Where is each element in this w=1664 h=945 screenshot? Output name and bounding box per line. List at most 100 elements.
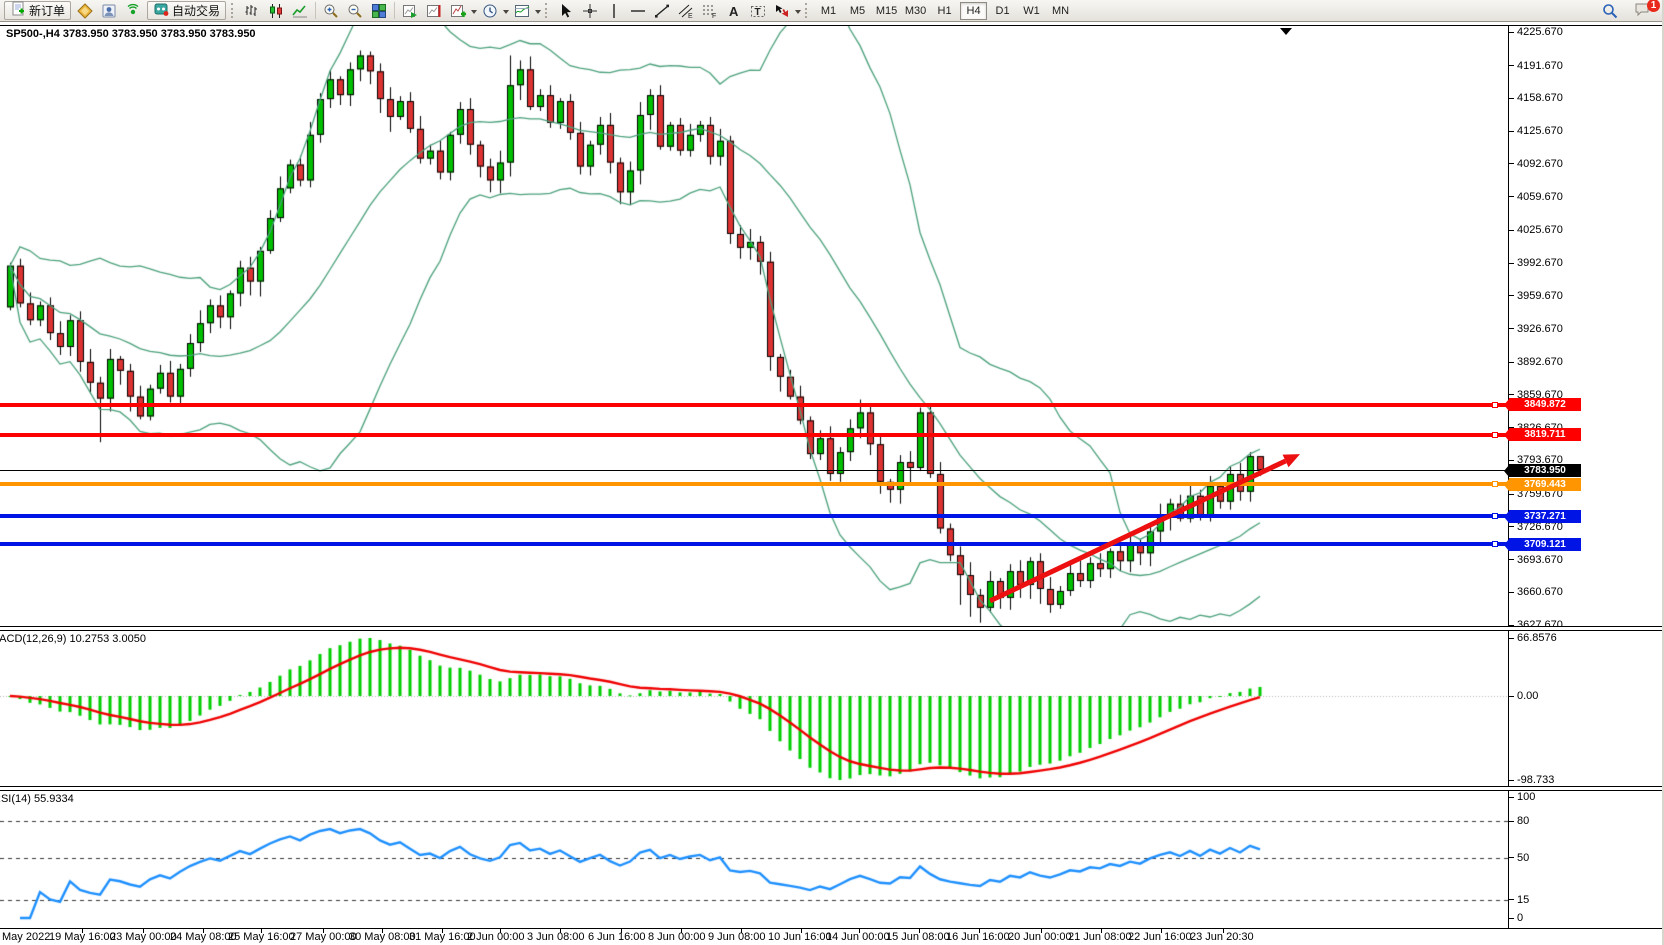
- time-tick: [681, 929, 682, 933]
- bar-chart-icon[interactable]: [240, 1, 264, 21]
- price-tick: 15: [1509, 894, 1529, 906]
- time-tick: [442, 929, 443, 933]
- price-tick: 3859.670: [1509, 389, 1563, 401]
- tile-windows-icon[interactable]: [367, 1, 391, 21]
- notification-badge: 1: [1647, 0, 1660, 12]
- timeframe-m15[interactable]: M15: [875, 4, 898, 17]
- time-tick-label: 16 Jun 16:00: [946, 931, 1010, 943]
- search-icon[interactable]: [1598, 1, 1622, 21]
- support-resistance-line[interactable]: [0, 482, 1508, 486]
- line-handle[interactable]: [1492, 541, 1498, 547]
- zoom-out-icon[interactable]: [343, 1, 367, 21]
- line-handle[interactable]: [1492, 513, 1498, 519]
- pane-separator-macd[interactable]: [0, 626, 1664, 631]
- price-tick: 3726.670: [1509, 521, 1563, 533]
- horizontal-line-icon[interactable]: [626, 1, 650, 21]
- time-tick: [621, 929, 622, 933]
- window-edge: [1662, 0, 1664, 945]
- template-icon[interactable]: [510, 1, 534, 21]
- dropdown-caret[interactable]: [795, 9, 802, 17]
- svg-text:E: E: [688, 13, 693, 19]
- rsi-pane[interactable]: [0, 791, 1508, 928]
- support-resistance-line[interactable]: [0, 542, 1508, 546]
- new-chart-icon[interactable]: [398, 1, 422, 21]
- indicators-icon[interactable]: [446, 1, 470, 21]
- line-handle[interactable]: [1492, 481, 1498, 487]
- time-tick: [859, 929, 860, 933]
- time-tick-label: 24 May 08:00: [170, 931, 237, 943]
- timeframe-h4[interactable]: H4: [960, 1, 988, 20]
- timeframe-w1[interactable]: W1: [1023, 4, 1040, 17]
- zoom-in-icon[interactable]: [319, 1, 343, 21]
- timeframe-m1[interactable]: M1: [820, 4, 837, 17]
- macd-indicator-label: MACD(12,26,9) 10.2753 3.0050: [0, 633, 146, 645]
- time-tick-label: May 2022: [2, 931, 51, 943]
- price-tick: 66.8576: [1509, 632, 1557, 644]
- chart-shift-icon[interactable]: [422, 1, 446, 21]
- time-tick-label: 10 Jun 16:00: [768, 931, 832, 943]
- arrows-icon[interactable]: [770, 1, 794, 21]
- support-resistance-line[interactable]: [0, 403, 1508, 407]
- toolbar-grip[interactable]: [231, 3, 235, 18]
- price-level-badge: 3737.271: [1504, 510, 1581, 523]
- notifications-icon[interactable]: 1: [1630, 0, 1660, 21]
- toolbar-grip[interactable]: [545, 3, 549, 18]
- vertical-line-icon[interactable]: [602, 1, 626, 21]
- svg-text:T: T: [755, 7, 761, 18]
- line-chart-icon[interactable]: [288, 1, 312, 21]
- gold-diamond-icon[interactable]: [73, 1, 97, 21]
- trendline-icon[interactable]: [650, 1, 674, 21]
- time-axis-border: [0, 928, 1664, 929]
- support-resistance-line[interactable]: [0, 514, 1508, 518]
- time-tick: [1161, 929, 1162, 933]
- timeframe-mn[interactable]: MN: [1051, 4, 1070, 17]
- price-tick: 3992.670: [1509, 257, 1563, 269]
- candlestick-chart-icon[interactable]: [264, 1, 288, 21]
- price-tick: 4092.670: [1509, 158, 1563, 170]
- price-tick: 4059.670: [1509, 191, 1563, 203]
- price-tick: 100: [1509, 791, 1535, 803]
- price-level-badge: 3709.121: [1504, 538, 1581, 551]
- price-tick: 4225.670: [1509, 26, 1563, 38]
- time-tick: [1101, 929, 1102, 933]
- price-tick: 4125.670: [1509, 125, 1563, 137]
- timeframe-h1[interactable]: H1: [937, 4, 952, 17]
- cursor-icon[interactable]: [554, 1, 578, 21]
- time-tick-label: 14 Jun 00:00: [826, 931, 890, 943]
- timeframe-d1[interactable]: D1: [995, 4, 1010, 17]
- time-tick: [1223, 929, 1224, 933]
- line-handle[interactable]: [1492, 432, 1498, 438]
- pane-separator-rsi[interactable]: [0, 786, 1664, 791]
- timeframe-m5[interactable]: M5: [849, 4, 866, 17]
- line-handle[interactable]: [1492, 402, 1498, 408]
- current-price-line[interactable]: [0, 470, 1508, 471]
- crosshair-icon[interactable]: [578, 1, 602, 21]
- text-icon[interactable]: A: [722, 1, 746, 21]
- macd-pane[interactable]: [0, 631, 1508, 786]
- price-tick: 3926.670: [1509, 323, 1563, 335]
- timeframe-m30[interactable]: M30: [904, 4, 927, 17]
- new-order-button[interactable]: 新订单: [4, 1, 72, 20]
- dropdown-caret[interactable]: [471, 9, 478, 17]
- autotrading-icon: [153, 1, 169, 20]
- text-label-icon[interactable]: T: [746, 1, 770, 21]
- signal-icon[interactable]: [121, 1, 145, 21]
- time-tick-label: 20 Jun 00:00: [1008, 931, 1072, 943]
- equidistant-channel-icon[interactable]: E: [674, 1, 698, 21]
- fibonacci-icon[interactable]: F: [698, 1, 722, 21]
- rsi-indicator-label: RSI(14) 55.9334: [0, 793, 74, 805]
- time-tick-label: 21 Jun 08:00: [1068, 931, 1132, 943]
- price-tick: 80: [1509, 815, 1529, 827]
- price-axis-border: [1508, 26, 1509, 928]
- price-tick: 0.00: [1509, 690, 1538, 702]
- periods-clock-icon[interactable]: [478, 1, 502, 21]
- main-price-pane[interactable]: [0, 26, 1508, 626]
- dropdown-caret[interactable]: [535, 9, 542, 17]
- toolbar-grip[interactable]: [805, 3, 809, 18]
- support-resistance-line[interactable]: [0, 433, 1508, 437]
- price-tick: -98.733: [1509, 774, 1554, 786]
- profile-icon[interactable]: [97, 1, 121, 21]
- autotrading-button[interactable]: 自动交易: [147, 1, 227, 20]
- time-tick-label: 9 Jun 08:00: [708, 931, 766, 943]
- dropdown-caret[interactable]: [503, 9, 510, 17]
